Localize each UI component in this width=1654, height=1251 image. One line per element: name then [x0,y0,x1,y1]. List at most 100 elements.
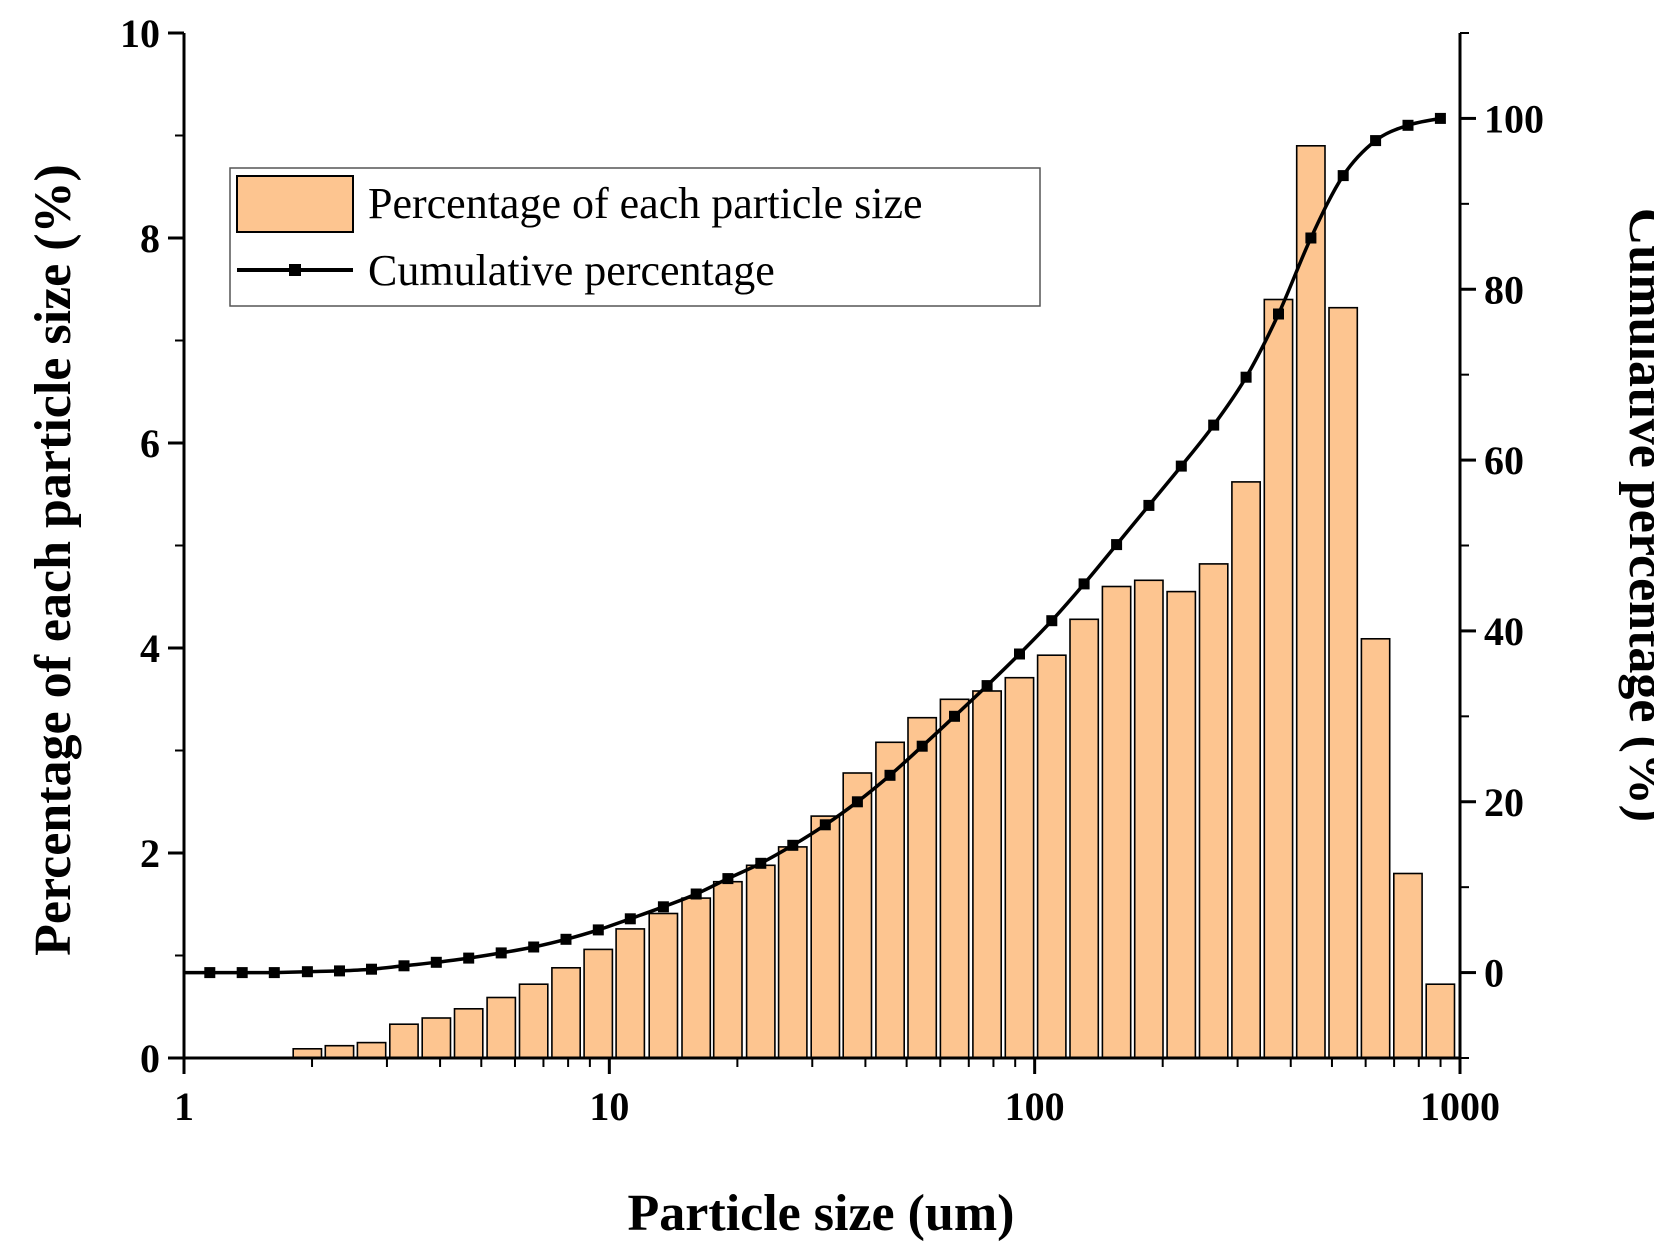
cumulative-marker [495,947,507,959]
cumulative-marker [334,965,345,977]
left-y-tick-label: 0 [140,1036,160,1081]
cumulative-marker [1111,539,1123,551]
cumulative-marker [851,796,863,808]
bar [486,996,517,1059]
cumulative-marker [916,740,928,752]
cumulative-marker [528,941,540,953]
cumulative-marker [690,888,702,900]
bar [648,912,679,1059]
right-y-tick-label: 20 [1484,780,1524,825]
left-y-tick-label: 8 [140,216,160,261]
cumulative-marker [463,952,475,964]
bar [1231,481,1262,1059]
bar [939,698,970,1059]
cumulative-marker [1014,648,1025,660]
cumulative-marker [430,956,442,968]
bar [907,716,938,1059]
left-y-tick-label: 4 [140,626,160,671]
cumulative-marker [1305,232,1317,244]
legend-box [229,167,1041,307]
cumulative-marker [398,960,410,972]
bar [875,741,906,1059]
cumulative-marker [949,710,960,722]
left-y-tick-label: 6 [140,421,160,466]
x-tick-label: 1 [174,1084,194,1129]
legend-line-label: Cumulative percentage [368,246,775,295]
cumulative-line-layer [184,112,1446,979]
bar [356,1041,387,1059]
cumulative-marker [1046,615,1058,627]
bar [1360,637,1391,1059]
bar [1004,676,1035,1059]
legend-bar-label: Percentage of each particle size [368,179,923,228]
cumulative-marker [1434,112,1446,124]
bar [551,966,582,1059]
bar [1166,590,1197,1059]
bar [972,690,1003,1059]
left-y-tick-label: 10 [120,11,160,56]
left-y-tick-label: 2 [140,831,160,876]
cumulative-marker [268,967,280,979]
cumulative-marker [1208,419,1220,431]
right-y-tick-label: 60 [1484,438,1524,483]
cumulative-marker [624,913,636,925]
cumulative-marker [1078,578,1090,590]
right-y-tick-label: 100 [1484,96,1544,141]
cumulative-marker [981,680,993,692]
bar [810,815,841,1059]
bar [1393,872,1423,1059]
x-axis-title: Particle size (um) [628,1185,1015,1242]
bar [453,1007,484,1059]
bar [842,772,873,1059]
cumulative-marker [1337,170,1349,182]
cumulative-marker [657,901,669,913]
bar [1328,306,1359,1059]
bar [745,864,776,1059]
left-y-axis-title: Percentage of each particle size (%) [25,164,82,956]
bar [324,1044,355,1059]
cumulative-marker [301,966,313,978]
cumulative-marker [236,967,248,979]
bar [1101,585,1132,1059]
bar [681,897,712,1059]
cumulative-marker [755,857,767,869]
bar [583,948,614,1059]
cumulative-marker [1402,119,1414,131]
right-y-tick-label: 0 [1484,951,1504,996]
legend-line-marker [289,264,301,276]
bar [518,983,549,1059]
bar [1133,579,1164,1059]
bar [1263,298,1294,1059]
cumulative-marker [787,839,799,851]
legend-bar-swatch [236,175,354,233]
bar [712,880,743,1059]
cumulative-marker [592,924,604,936]
bar [777,846,808,1059]
bars-layer [292,145,1456,1059]
legend: Percentage of each particle size Cumulat… [229,167,1041,307]
bar [421,1017,452,1059]
cumulative-marker [1370,135,1382,147]
cumulative-marker [1143,499,1155,511]
cumulative-marker [204,967,216,979]
cumulative-marker [722,873,734,885]
bar [1069,618,1100,1059]
bar [1036,654,1067,1059]
cumulative-marker [884,769,896,781]
right-y-tick-label: 80 [1484,267,1524,312]
cumulative-marker [1240,371,1252,383]
cumulative-marker [366,963,377,975]
bar [388,1023,419,1059]
right-y-tick-label: 40 [1484,609,1524,654]
bar [615,928,646,1059]
x-tick-label: 100 [1005,1084,1065,1129]
cumulative-marker [1273,308,1284,320]
bar [1198,563,1229,1059]
x-tick-label: 10 [589,1084,629,1129]
x-tick-label: 1000 [1420,1084,1500,1129]
cumulative-marker [1175,460,1187,472]
right-y-axis-title: Cumulative percentage (%) [1618,208,1654,822]
cumulative-marker [819,819,831,831]
